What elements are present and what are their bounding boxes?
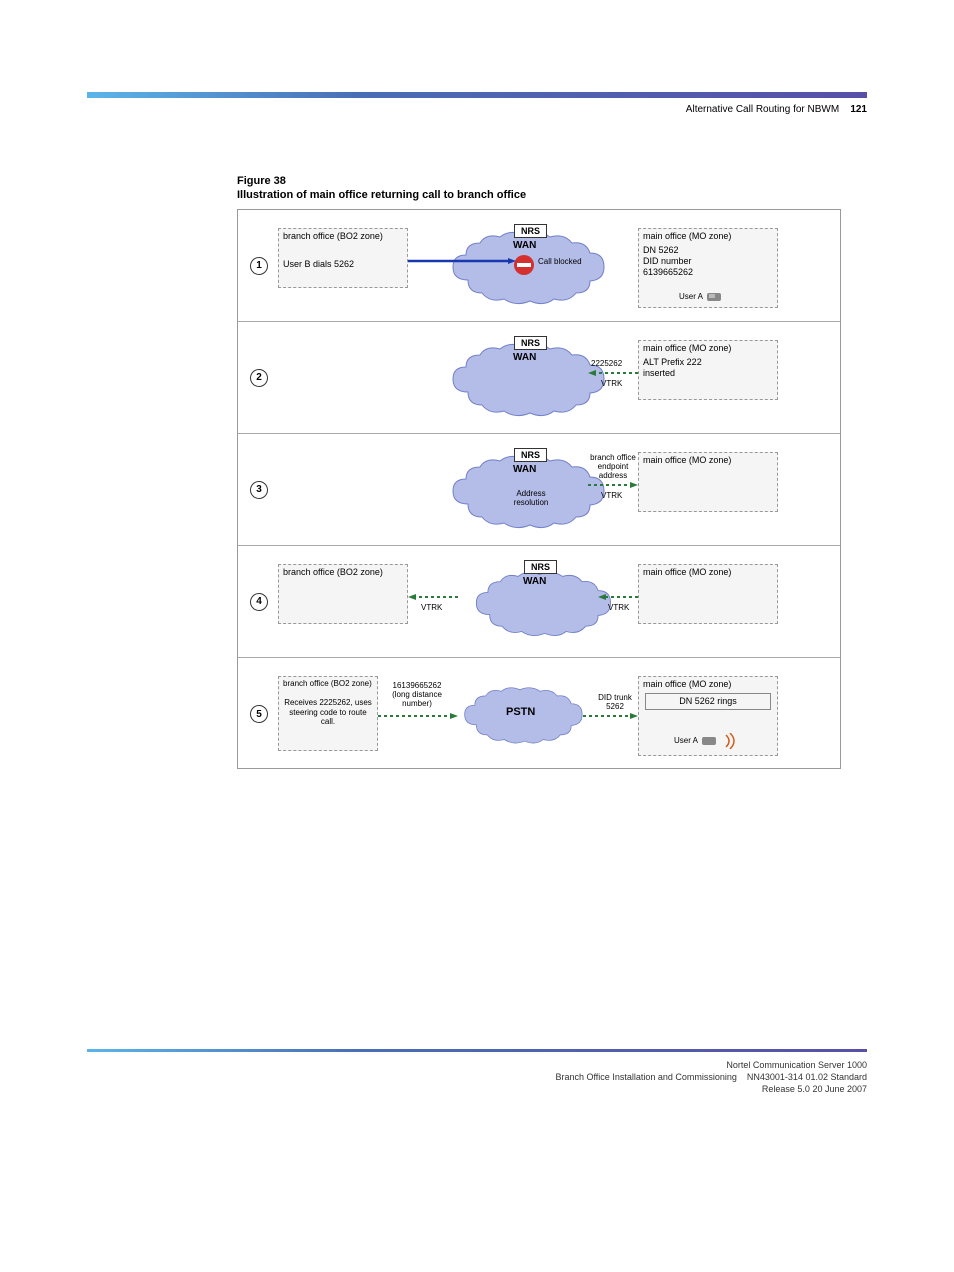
addr-text: Address resolution xyxy=(506,490,556,508)
step-number: 4 xyxy=(250,593,268,611)
branch-zone: branch office (BO2 zone) xyxy=(278,564,408,624)
page-header: Alternative Call Routing for NBWM 121 xyxy=(87,104,867,115)
vtrk-text: VTRK xyxy=(601,380,622,389)
phone-icon xyxy=(700,735,720,747)
branch-zone: branch office (BO2 zone) Receives 222526… xyxy=(278,676,378,751)
arrow-green xyxy=(588,482,638,488)
panel-5: 5 branch office (BO2 zone) Receives 2225… xyxy=(238,658,840,770)
zone-content: User B dials 5262 xyxy=(279,257,407,272)
vtrk-right: VTRK xyxy=(608,604,629,613)
arrow-green-out xyxy=(378,713,458,719)
zone-label: main office (MO zone) xyxy=(639,453,777,467)
arrow-blue xyxy=(408,258,516,264)
arrow-green xyxy=(588,370,638,376)
pstn-label: PSTN xyxy=(506,706,535,718)
wan-label: WAN xyxy=(513,240,536,251)
step-number: 3 xyxy=(250,481,268,499)
nrs-label: NRS xyxy=(524,560,557,574)
header-bar xyxy=(87,92,867,98)
zone-label: branch office (BO2 zone) xyxy=(279,229,407,243)
user-label: User A xyxy=(679,291,725,303)
ringing-icon xyxy=(722,733,738,749)
step-number: 1 xyxy=(250,257,268,275)
nrs-label: NRS xyxy=(514,448,547,462)
diagram: 1 branch office (BO2 zone) User B dials … xyxy=(237,209,841,769)
user-label: User A xyxy=(674,733,738,749)
content-area: Alternative Call Routing for NBWM 121 Fi… xyxy=(87,104,867,1134)
blocked-text: Call blocked xyxy=(538,258,582,267)
main-zone: main office (MO zone) DN 5262 rings User… xyxy=(638,676,778,756)
blocked-icon xyxy=(513,254,535,276)
step-number: 2 xyxy=(250,369,268,387)
nrs-label: NRS xyxy=(514,336,547,350)
arrow-green-left xyxy=(408,594,458,600)
didtrunk: DID trunk 5262 xyxy=(590,694,640,712)
nrs-label: NRS xyxy=(514,224,547,238)
outnum: 16139665262 (long distance number) xyxy=(382,682,452,708)
panel-4: 4 branch office (BO2 zone) VTRK NRS WAN … xyxy=(238,546,840,658)
main-zone: main office (MO zone) xyxy=(638,564,778,624)
page-number: 121 xyxy=(850,104,867,115)
wan-label: WAN xyxy=(513,352,536,363)
footer: Nortel Communication Server 1000 Branch … xyxy=(87,1049,867,1094)
zone-label: branch office (BO2 zone) xyxy=(279,565,407,579)
panel-2: 2 NRS WAN 2225262 VTRK main office (MO z… xyxy=(238,322,840,434)
phone-icon xyxy=(705,291,725,303)
footer-bar xyxy=(87,1049,867,1052)
zone-label: main office (MO zone) xyxy=(639,677,777,691)
zone-label: branch office (BO2 zone) xyxy=(279,677,377,690)
arrow-green-in xyxy=(583,713,638,719)
vtrk-text: VTRK xyxy=(601,492,622,501)
zone-content: Receives 2225262, uses steering code to … xyxy=(279,696,377,729)
branch-zone: branch office (BO2 zone) User B dials 52… xyxy=(278,228,408,288)
figure-caption: Illustration of main office returning ca… xyxy=(237,189,867,201)
main-zone: main office (MO zone) DN 5262 DID number… xyxy=(638,228,778,308)
zone-label: main office (MO zone) xyxy=(639,341,777,355)
ring-text: DN 5262 rings xyxy=(645,693,771,710)
wan-label: WAN xyxy=(513,464,536,475)
wan-label: WAN xyxy=(523,576,546,587)
zone-label: main office (MO zone) xyxy=(639,565,777,579)
zone-line: ALT Prefix 222 inserted xyxy=(639,355,777,381)
panel-3: 3 NRS WAN Address resolution branch offi… xyxy=(238,434,840,546)
num-text: 2225262 xyxy=(591,360,622,369)
panel-1: 1 branch office (BO2 zone) User B dials … xyxy=(238,210,840,322)
zone-label: main office (MO zone) xyxy=(639,229,777,243)
arrow-green-right xyxy=(598,594,638,600)
main-zone: main office (MO zone) ALT Prefix 222 ins… xyxy=(638,340,778,400)
footer-line2: Branch Office Installation and Commissio… xyxy=(87,1072,867,1082)
page-title: Alternative Call Routing for NBWM xyxy=(686,104,839,115)
step-number: 5 xyxy=(250,705,268,723)
zone-line: DN 5262 DID number 6139665262 xyxy=(639,243,777,279)
footer-line1: Nortel Communication Server 1000 xyxy=(87,1060,867,1070)
vtrk-left: VTRK xyxy=(421,604,442,613)
figure-number: Figure 38 xyxy=(237,175,867,187)
footer-line3: Release 5.0 20 June 2007 xyxy=(87,1084,867,1094)
endpoint-text: branch office endpoint address xyxy=(583,454,643,480)
main-zone: main office (MO zone) xyxy=(638,452,778,512)
